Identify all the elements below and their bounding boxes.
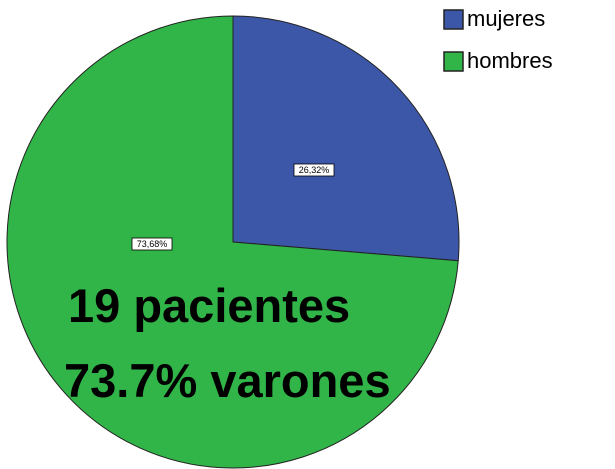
value-label-box bbox=[293, 163, 335, 177]
value-label: 26,32% bbox=[299, 165, 330, 175]
pie-slice bbox=[6, 15, 459, 469]
value-label-box bbox=[131, 237, 173, 251]
value-label: 73,68% bbox=[137, 239, 168, 249]
legend-swatch bbox=[443, 51, 464, 72]
legend-swatch bbox=[443, 9, 464, 30]
annotation: 73.7% varones bbox=[64, 354, 391, 407]
legend-label: mujeres bbox=[467, 6, 545, 31]
annotation: 19 pacientes bbox=[68, 279, 350, 332]
pie-slice bbox=[232, 15, 460, 262]
legend-label: hombres bbox=[467, 48, 553, 73]
